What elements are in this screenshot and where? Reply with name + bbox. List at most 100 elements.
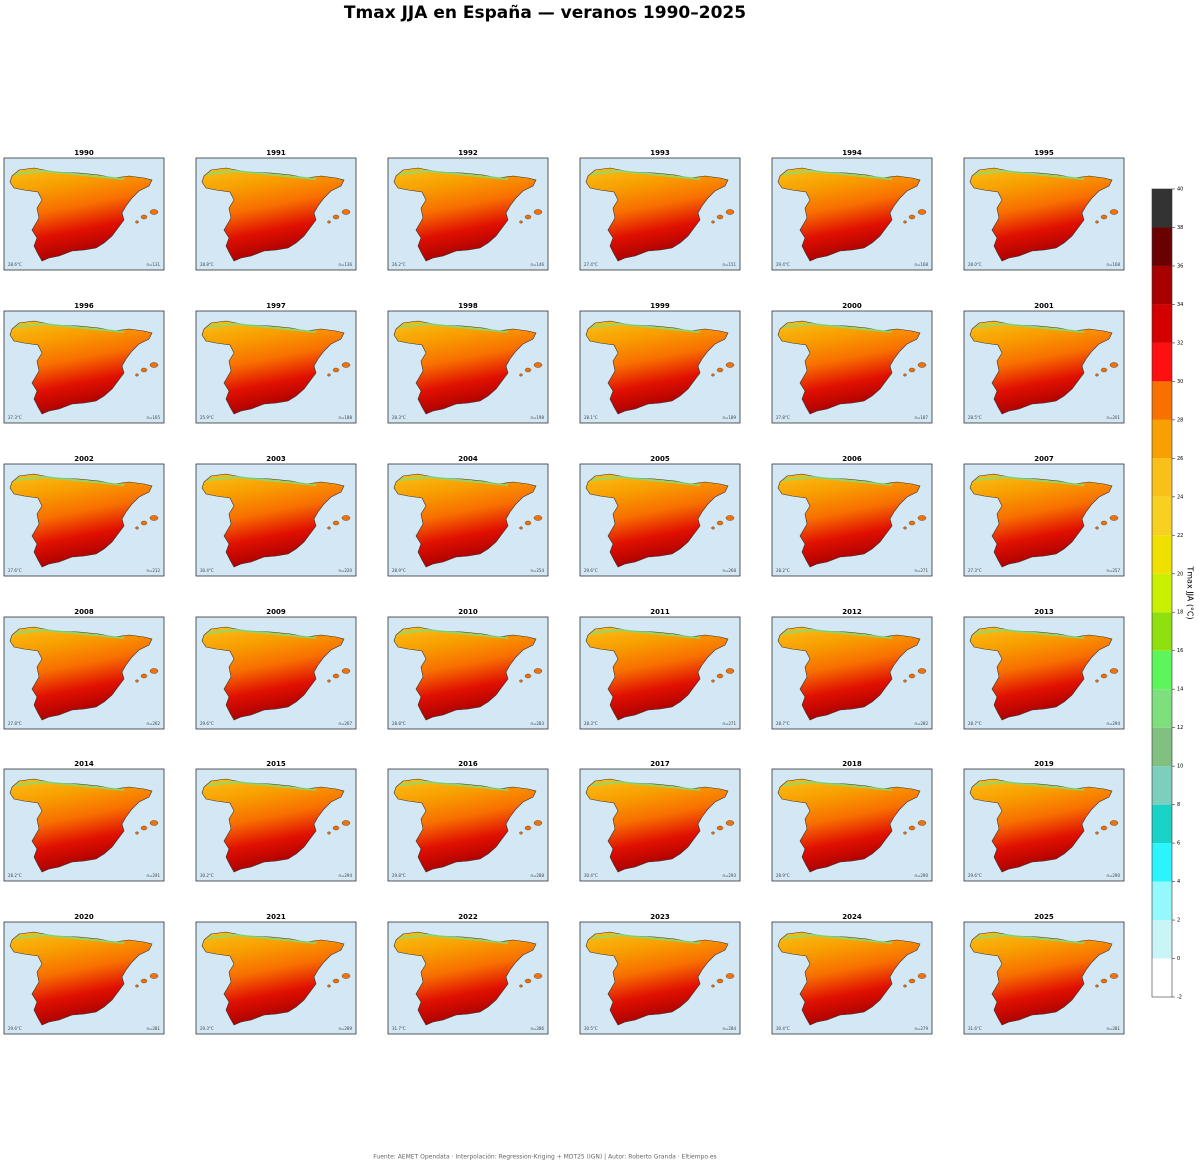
panel-year: 2022 [458,913,478,921]
map-panel: 1995 28.0°C n=168 [963,149,1125,271]
panel-year: 2017 [650,760,670,768]
colorbar-band [1152,843,1172,882]
panel-year: 1997 [266,302,286,310]
colorbar-band [1152,958,1172,997]
panel-count: n=290 [1106,873,1120,878]
panel-count: n=288 [530,873,544,878]
map-panel: 2024 30.4°C n=279 [771,913,933,1035]
map-panel: 2018 28.9°C n=290 [771,760,933,882]
panel-mean: 28.1°C [584,415,598,420]
map-panel: 1993 27.4°C n=151 [579,149,741,271]
map-panel: 2019 29.6°C n=290 [963,760,1125,882]
map-panel: 1991 28.8°C n=136 [195,149,357,271]
panel-year: 2003 [266,455,286,463]
title: Tmax JJA en España — veranos 1990–2025 [344,3,746,23]
map-panel: 2006 28.2°C n=271 [771,455,933,577]
panel-year: 2024 [842,913,862,921]
panel-count: n=289 [338,1026,352,1031]
panel-mean: 30.5°C [584,1026,598,1031]
panel-count: n=294 [1106,721,1120,726]
panel-count: n=187 [914,415,928,420]
panel-count: n=220 [338,568,352,573]
panel-year: 1999 [650,302,670,310]
map-panel: 2015 30.2°C n=294 [195,760,357,882]
colorbar-band [1152,458,1172,497]
panel-year: 2023 [650,913,670,921]
map-panel: 1999 28.1°C n=189 [579,302,741,424]
map-panel: 1994 29.4°C n=168 [771,149,933,271]
panel-mean: 30.2°C [200,873,214,878]
panel-count: n=131 [146,262,160,267]
colorbar-tick-label: -2 [1177,995,1182,1001]
colorbar-tick-label: 28 [1177,417,1183,423]
panel-year: 2014 [74,760,94,768]
colorbar-band [1152,920,1172,959]
panel-year: 2013 [1034,608,1054,616]
panel-count: n=286 [530,1026,544,1031]
panel-mean: 28.7°C [968,721,982,726]
panel-mean: 27.3°C [968,568,982,573]
panel-year: 2025 [1034,913,1054,921]
panel-count: n=201 [1106,415,1120,420]
panel-year: 1993 [650,149,670,157]
map-panel: 1998 28.3°C n=198 [387,302,549,424]
colorbar-band [1152,612,1172,651]
panel-count: n=283 [530,721,544,726]
colorbar-band [1152,881,1172,921]
colorbar-tick-label: 8 [1177,802,1180,808]
panel-count: n=262 [146,721,160,726]
panel-year: 2020 [74,913,94,921]
map-panel: 2005 29.6°C n=268 [579,455,741,577]
colorbar-tick-label: 32 [1177,340,1183,346]
panel-year: 2002 [74,455,94,463]
panel-count: n=151 [722,262,736,267]
map-panel: 2022 31.7°C n=286 [387,913,549,1035]
map-panel: 2016 29.8°C n=288 [387,760,549,882]
colorbar-band [1152,419,1172,459]
panel-count: n=212 [146,568,160,573]
map-panel: 2009 29.6°C n=267 [195,608,357,730]
map-panel: 2014 28.2°C n=291 [3,760,165,882]
panel-mean: 28.0°C [968,262,982,267]
panel-mean: 28.8°C [200,262,214,267]
panel-count: n=136 [338,262,352,267]
panel-count: n=284 [722,1026,736,1031]
panel-mean: 26.2°C [392,262,406,267]
panel-count: n=198 [530,415,544,420]
map-panel: 1990 28.6°C n=131 [3,149,165,271]
panel-year: 2012 [842,608,862,616]
map-panel: 2008 27.8°C n=262 [3,608,165,730]
panel-mean: 29.8°C [392,873,406,878]
colorbar-tick-label: 26 [1177,456,1183,462]
panel-year: 2006 [842,455,862,463]
colorbar-tick-label: 10 [1177,764,1183,770]
colorbar-band [1152,342,1172,382]
panel-year: 2007 [1034,455,1054,463]
colorbar-tick-label: 20 [1177,571,1183,577]
colorbar-tick-label: 18 [1177,610,1183,616]
panel-mean: 27.4°C [584,262,598,267]
panel-mean: 31.7°C [392,1026,406,1031]
map-panel: 2003 30.4°C n=220 [195,455,357,577]
panel-count: n=291 [146,873,160,878]
panel-mean: 28.3°C [584,721,598,726]
panel-year: 1992 [458,149,478,157]
map-panel: 2023 30.5°C n=284 [579,913,741,1035]
colorbar-tick-label: 30 [1177,379,1183,385]
panel-mean: 28.7°C [776,721,790,726]
panel-mean: 27.8°C [8,721,22,726]
map-panel: 2007 27.3°C n=257 [963,455,1125,577]
colorbar-band [1152,573,1172,613]
panel-mean: 29.6°C [200,721,214,726]
panel-count: n=146 [530,262,544,267]
map-panel: 2000 27.8°C n=187 [771,302,933,424]
panel-year: 1998 [458,302,478,310]
panel-mean: 27.3°C [8,415,22,420]
colorbar-label: Tmax JJA (°C) [1186,565,1195,619]
map-panel: 1992 26.2°C n=146 [387,149,549,271]
panel-mean: 28.9°C [776,873,790,878]
colorbar-tick-label: 14 [1177,687,1183,693]
panel-mean: 28.3°C [392,415,406,420]
colorbar-tick-label: 34 [1177,302,1183,308]
panel-mean: 28.2°C [776,568,790,573]
